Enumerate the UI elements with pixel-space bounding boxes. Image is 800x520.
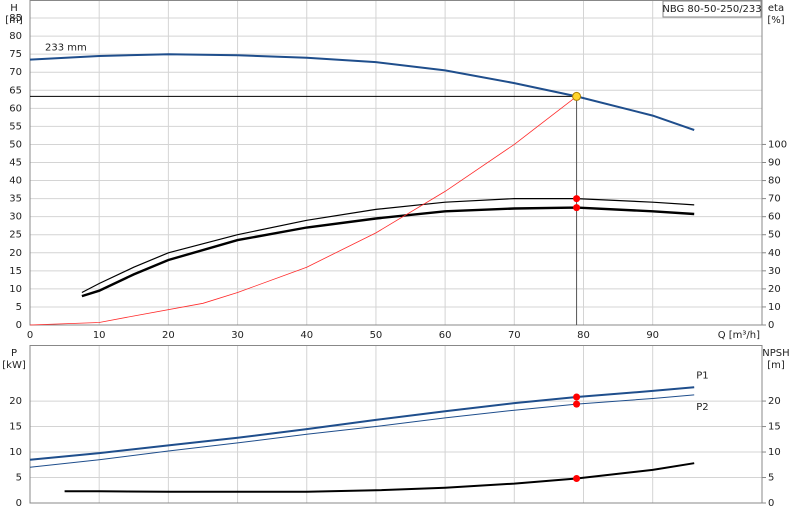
y2-axis-label: eta bbox=[768, 3, 784, 14]
y2-tick-label: 100 bbox=[768, 139, 787, 150]
y-axis-unit: [m] bbox=[5, 15, 23, 26]
x-tick-label: 40 bbox=[300, 330, 313, 341]
y-axis-label: P bbox=[11, 348, 17, 359]
y-tick-label: 35 bbox=[9, 194, 22, 205]
plot-frame bbox=[29, 0, 763, 326]
title-box bbox=[662, 0, 762, 18]
y-tick-label: 10 bbox=[9, 284, 22, 295]
y2-tick-label: 60 bbox=[768, 212, 781, 223]
x-tick-label: 50 bbox=[370, 330, 383, 341]
duty-marker bbox=[573, 400, 581, 408]
y2-tick-label: 0 bbox=[768, 320, 774, 331]
y-axis-unit: [kW] bbox=[2, 360, 26, 371]
y-tick-label: 0 bbox=[16, 320, 22, 331]
series-label: P1 bbox=[696, 370, 708, 381]
series-line bbox=[29, 96, 577, 326]
x-axis-label: Q [m³/h] bbox=[718, 330, 760, 341]
x-tick-label: 60 bbox=[439, 330, 452, 341]
y-tick-label: 55 bbox=[9, 121, 22, 132]
y-tick-label: 40 bbox=[9, 176, 22, 187]
y-axis-label: H bbox=[10, 3, 18, 14]
y2-tick-label: 90 bbox=[768, 158, 781, 169]
y2-tick-label: 10 bbox=[768, 302, 781, 313]
plot-frame bbox=[29, 345, 763, 504]
y2-axis-unit: [%] bbox=[767, 15, 784, 26]
y-tick-label: 50 bbox=[9, 139, 22, 150]
y-tick-label: 15 bbox=[9, 266, 22, 277]
y-tick-label: 80 bbox=[9, 31, 22, 42]
y2-tick-label: 70 bbox=[768, 194, 781, 205]
y2-tick-label: 5 bbox=[768, 473, 774, 484]
y2-tick-label: 0 bbox=[768, 498, 774, 509]
y-tick-label: 20 bbox=[9, 248, 22, 259]
y-tick-label: 25 bbox=[9, 230, 22, 241]
y-tick-label: 5 bbox=[16, 302, 22, 313]
series-label: P2 bbox=[696, 402, 708, 413]
duty-marker bbox=[573, 393, 581, 401]
y2-tick-label: 80 bbox=[768, 176, 781, 187]
duty-marker bbox=[573, 195, 581, 203]
y-tick-label: 85 bbox=[9, 13, 22, 24]
y2-tick-label: 20 bbox=[768, 284, 781, 295]
series-line bbox=[29, 386, 695, 461]
x-tick-label: 20 bbox=[162, 330, 175, 341]
y-tick-label: 60 bbox=[9, 103, 22, 114]
y2-tick-label: 30 bbox=[768, 266, 781, 277]
y-tick-label: 15 bbox=[9, 422, 22, 433]
y2-axis-label: NPSH bbox=[762, 348, 789, 359]
y-tick-label: 20 bbox=[9, 396, 22, 407]
y-tick-label: 65 bbox=[9, 85, 22, 96]
x-tick-label: 80 bbox=[577, 330, 590, 341]
y-tick-label: 5 bbox=[16, 473, 22, 484]
duty-marker bbox=[573, 475, 581, 483]
y-tick-label: 70 bbox=[9, 67, 22, 78]
operating-point bbox=[572, 91, 582, 101]
x-tick-label: 30 bbox=[231, 330, 244, 341]
y2-tick-label: 10 bbox=[768, 447, 781, 458]
y-tick-label: 0 bbox=[16, 498, 22, 509]
x-tick-label: 90 bbox=[646, 330, 659, 341]
y-tick-label: 30 bbox=[9, 212, 22, 223]
chart-title: NBG 80-50-250/233 bbox=[662, 4, 761, 15]
series-line bbox=[29, 53, 695, 131]
x-tick-label: 0 bbox=[27, 330, 33, 341]
y2-tick-label: 50 bbox=[768, 230, 781, 241]
series-line bbox=[29, 394, 695, 468]
series-line bbox=[64, 462, 695, 493]
series-line bbox=[81, 206, 695, 298]
y2-tick-label: 15 bbox=[768, 422, 781, 433]
series-line bbox=[81, 198, 695, 294]
y-tick-label: 45 bbox=[9, 158, 22, 169]
y2-tick-label: 40 bbox=[768, 248, 781, 259]
y2-tick-label: 20 bbox=[768, 396, 781, 407]
y2-axis-unit: [m] bbox=[767, 360, 785, 371]
x-tick-label: 10 bbox=[93, 330, 106, 341]
y-tick-label: 10 bbox=[9, 447, 22, 458]
duty-marker bbox=[573, 204, 581, 212]
y-tick-label: 75 bbox=[9, 49, 22, 60]
x-tick-label: 70 bbox=[508, 330, 521, 341]
series-label: 233 mm bbox=[45, 43, 87, 54]
